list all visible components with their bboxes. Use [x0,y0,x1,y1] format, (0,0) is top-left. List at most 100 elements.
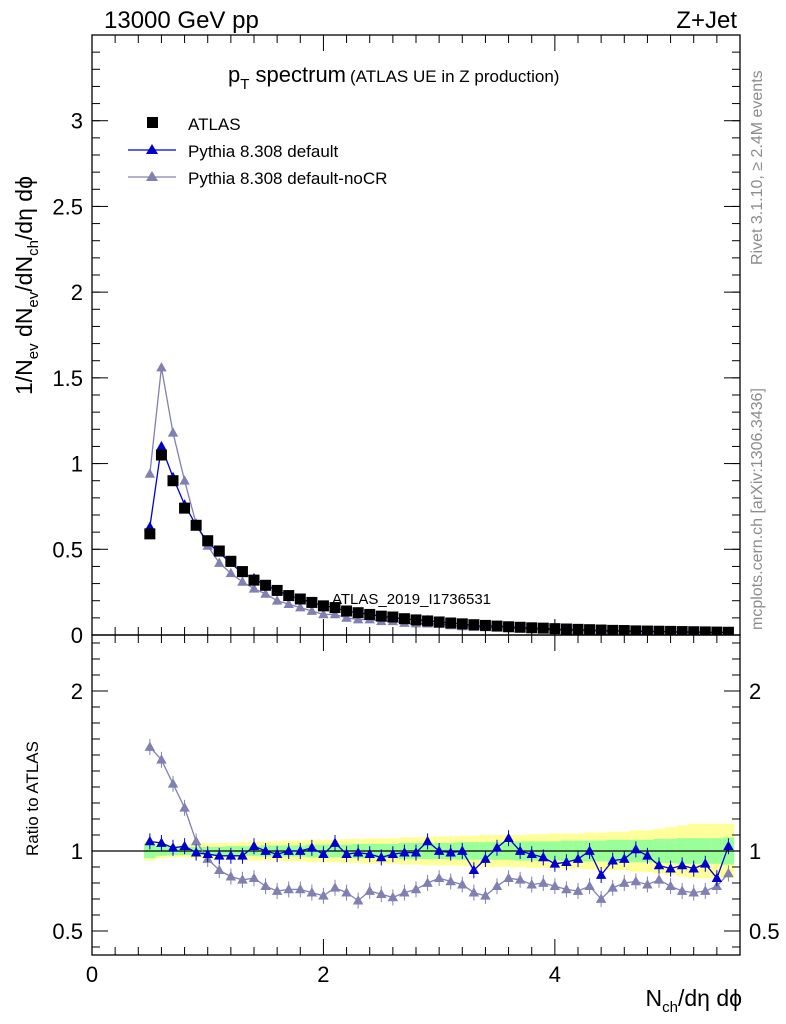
ratio-noCR-point [514,874,526,884]
main-atlas-point [433,616,445,628]
ratio-noCR-point [457,879,468,889]
main-noCR-point [179,475,190,485]
ratio-default-point [306,842,318,852]
ratio-default-point [711,872,723,883]
main-noCR-point [283,598,294,608]
ratio-noCR-point [642,879,653,889]
plot-title-suffix: (ATLAS UE in Z production) [350,67,559,86]
ratio-noCR-point [607,882,618,892]
ratio-default-point [642,850,653,860]
ratio-y-tick-label-right: 0.5 [749,919,780,944]
header-process-label: Z+Jet [676,7,737,34]
ratio-noCR-point [167,778,179,788]
ratio-noCR-point [271,885,283,895]
main-atlas-point [260,579,272,591]
plot-title-p: p [228,62,240,87]
ratio-noCR-point [376,888,387,899]
main-y-tick-label: 3 [71,109,83,134]
plot-title-rest: spectrum [249,62,346,87]
ratio-noCR-point [572,885,584,895]
main-atlas-point [167,475,179,487]
ratio-noCR-point [503,872,514,883]
ratio-default-point [190,847,202,857]
ratio-default-point [237,850,248,860]
main-atlas-point [479,619,491,631]
ratio-noCR-point [480,890,491,900]
ratio-default-point [283,845,294,855]
main-noCR-point [214,557,225,567]
rivet-version-label: Rivet 3.1.10, ≥ 2.4M events [749,70,766,265]
main-atlas-point [676,626,688,635]
ratio-default-point [619,853,630,863]
legend: ATLAS Pythia 8.308 default Pythia 8.308 … [128,115,387,188]
ratio-default-point [179,840,190,851]
ratio-default-point [376,851,387,862]
main-panel: 0 0.5 1 1.5 2 2.5 3 ATLAS_2019_I1736531 [52,34,741,648]
ratio-noCR-point [352,895,364,905]
ratio-default-point [445,847,456,857]
legend-label-atlas: ATLAS [188,115,241,134]
main-atlas-point [364,608,376,620]
main-atlas-point [699,626,711,635]
main-noCR-point [352,614,364,624]
ratio-noCR-point [144,741,156,751]
x-axis-label-p2: /dη dϕ [678,985,742,1011]
ratio-noCR-point [387,891,399,902]
main-atlas-point [294,593,306,605]
ratio-default-point [295,845,306,855]
ratio-y-axis-label: Ratio to ATLAS [23,741,42,856]
main-atlas-point [317,600,329,612]
ratio-default-point [503,832,514,843]
ratio-panel: 0.5 0.5 1 1 2 2 0 2 4 [52,634,780,987]
ratio-noCR-point [665,880,676,891]
main-noCR-point [156,362,167,372]
ratio-default-point [225,850,237,860]
x-axis-label: Nch/dη dϕ [645,985,742,1016]
main-default-point [156,440,167,451]
main-y-axis-label-p3: /dN [11,256,37,292]
ratio-default-point [387,848,399,859]
x-tick-label: 0 [86,962,98,987]
ratio-noCR-point [630,875,642,886]
ratio-noCR-point [422,877,433,887]
ratio-noCR-point [410,883,422,894]
header-energy-label: 13000 GeV pp [104,7,259,34]
ratio-noCR-point [445,875,456,886]
main-noCR-point [237,576,248,586]
main-atlas-point [422,615,434,627]
ratio-y-tick-label-right: 2 [749,679,761,704]
main-noCR-point [271,595,283,605]
main-atlas-point [144,528,156,540]
main-atlas-point [179,502,191,514]
ratio-default-point [167,842,179,852]
main-y-axis-label-p4: /dη dϕ [11,176,37,240]
legend-marker-default [146,144,158,154]
ratio-noCR-point [260,880,271,891]
main-atlas-point [722,626,734,635]
main-atlas-point [653,625,665,635]
ratio-noCR-point [653,874,665,884]
ratio-noCR-point [399,887,410,897]
main-atlas-point [410,614,422,626]
ratio-default-point [410,847,422,857]
main-y-axis-label-s1: ev [25,343,42,359]
ratio-noCR-point [329,882,341,892]
ratio-frame [91,634,741,956]
ratio-noCR-point [561,883,572,894]
ratio-default-point [491,842,503,852]
main-atlas-point [607,624,619,635]
ratio-default-point [526,848,537,859]
main-atlas-point [329,602,341,614]
ratio-default-point [700,858,711,868]
ratio-default-point [584,845,595,855]
ratio-noCR-point [295,883,306,894]
ratio-noCR-point [595,893,607,903]
ratio-noCR-point [248,872,260,883]
ratio-axes: 0.5 0.5 1 1 2 2 0 2 4 [52,634,780,987]
ratio-noCR-point [225,871,237,881]
ratio-default-point [665,863,676,873]
main-atlas-point [202,535,214,547]
ratio-default-point [688,863,699,873]
ratio-noCR-point [190,835,202,846]
